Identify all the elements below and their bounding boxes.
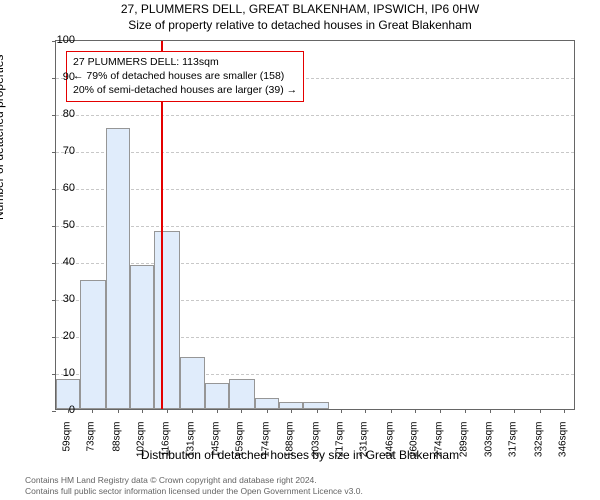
x-tick-label: 174sqm (260, 422, 271, 482)
y-tick-label: 100 (50, 34, 75, 46)
x-tick-label: 73sqm (86, 422, 97, 482)
histogram-bar (303, 402, 329, 409)
x-tick-mark (564, 409, 565, 413)
y-tick-label: 60 (50, 182, 75, 194)
x-tick-mark (267, 409, 268, 413)
y-tick-label: 30 (50, 293, 75, 305)
x-tick-label: 231sqm (359, 422, 370, 482)
x-tick-label: 274sqm (433, 422, 444, 482)
x-tick-mark (415, 409, 416, 413)
histogram-bar (80, 280, 106, 410)
x-tick-mark (440, 409, 441, 413)
annotation-line3: 20% of semi-detached houses are larger (… (73, 83, 297, 97)
histogram-bar (106, 128, 130, 409)
y-tick-label: 20 (50, 330, 75, 342)
x-tick-label: 102sqm (136, 422, 147, 482)
histogram-bar (154, 231, 180, 409)
x-tick-mark (317, 409, 318, 413)
histogram-bar (279, 402, 303, 409)
histogram-bar (255, 398, 279, 409)
y-tick-label: 10 (50, 367, 75, 379)
grid-line (56, 115, 574, 116)
histogram-bar (180, 357, 204, 409)
x-tick-mark (142, 409, 143, 413)
chart-title-main: 27, PLUMMERS DELL, GREAT BLAKENHAM, IPSW… (0, 2, 600, 16)
x-tick-mark (490, 409, 491, 413)
x-tick-mark (167, 409, 168, 413)
x-tick-label: 88sqm (112, 422, 123, 482)
x-tick-label: 332sqm (533, 422, 544, 482)
x-tick-mark (92, 409, 93, 413)
x-tick-mark (514, 409, 515, 413)
grid-line (56, 189, 574, 190)
histogram-bar (205, 383, 229, 409)
x-tick-label: 260sqm (409, 422, 420, 482)
annotation-box: 27 PLUMMERS DELL: 113sqm ← 79% of detach… (66, 51, 304, 102)
histogram-bar (229, 379, 255, 409)
x-tick-label: 246sqm (385, 422, 396, 482)
x-tick-label: 289sqm (459, 422, 470, 482)
x-tick-label: 317sqm (507, 422, 518, 482)
x-tick-mark (341, 409, 342, 413)
y-tick-label: 50 (50, 219, 75, 231)
x-tick-mark (118, 409, 119, 413)
x-tick-mark (217, 409, 218, 413)
x-tick-label: 203sqm (310, 422, 321, 482)
annotation-line2: ← 79% of detached houses are smaller (15… (73, 69, 297, 83)
chart-title-sub: Size of property relative to detached ho… (0, 18, 600, 32)
x-tick-mark (291, 409, 292, 413)
x-tick-label: 346sqm (557, 422, 568, 482)
x-tick-label: 159sqm (234, 422, 245, 482)
annotation-line1: 27 PLUMMERS DELL: 113sqm (73, 55, 297, 69)
y-axis-label: Number of detached properties (0, 55, 6, 220)
x-tick-mark (391, 409, 392, 413)
x-tick-label: 217sqm (335, 422, 346, 482)
x-tick-mark (192, 409, 193, 413)
y-tick-label: 0 (50, 404, 75, 416)
x-tick-mark (540, 409, 541, 413)
grid-line (56, 152, 574, 153)
x-tick-label: 303sqm (483, 422, 494, 482)
y-tick-label: 40 (50, 256, 75, 268)
footer-line2: Contains full public sector information … (25, 486, 363, 497)
x-tick-label: 116sqm (160, 422, 171, 482)
x-tick-label: 59sqm (62, 422, 73, 482)
x-tick-mark (365, 409, 366, 413)
x-tick-mark (465, 409, 466, 413)
chart-plot-area: 27 PLUMMERS DELL: 113sqm ← 79% of detach… (55, 40, 575, 410)
x-tick-mark (241, 409, 242, 413)
x-tick-label: 131sqm (186, 422, 197, 482)
histogram-bar (130, 265, 154, 409)
x-tick-label: 188sqm (284, 422, 295, 482)
y-tick-label: 70 (50, 145, 75, 157)
y-tick-label: 90 (50, 71, 75, 83)
grid-line (56, 226, 574, 227)
y-tick-label: 80 (50, 108, 75, 120)
x-tick-label: 145sqm (210, 422, 221, 482)
